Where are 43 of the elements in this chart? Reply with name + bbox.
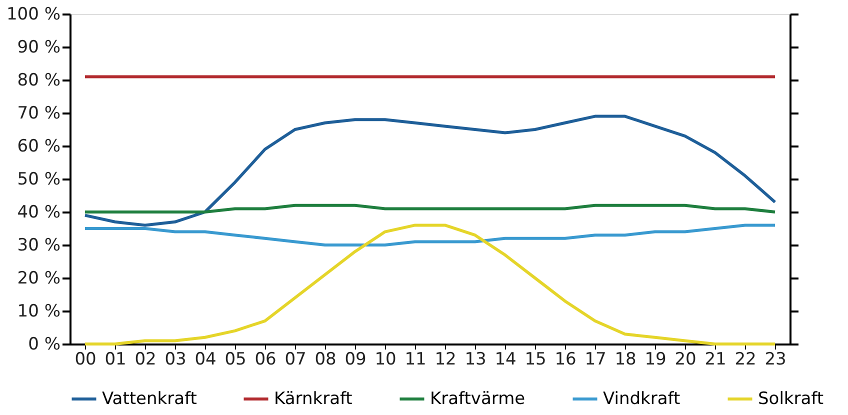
line-series: [84, 114, 776, 227]
line-series: [84, 224, 776, 346]
x-tick-label: 21: [704, 350, 726, 370]
x-tick-label: 16: [554, 350, 576, 370]
x-tick-label: 22: [734, 350, 756, 370]
x-tick-label: 08: [314, 350, 336, 370]
x-tick-label: 15: [524, 350, 546, 370]
x-tick-label: 23: [764, 350, 786, 370]
y-tick-label: 60 %: [17, 136, 60, 156]
x-tick-label: 14: [494, 350, 516, 370]
y-tick-label: 40 %: [17, 202, 60, 222]
x-tick-label: 04: [194, 350, 216, 370]
x-tick-label: 19: [644, 350, 666, 370]
x-tick-label: 06: [254, 350, 276, 370]
y-tick-label: 70 %: [17, 104, 60, 124]
x-tick-label: 18: [614, 350, 636, 370]
legend-label: Vattenkraft: [102, 389, 198, 409]
y-tick-label: 10 %: [17, 302, 60, 322]
y-tick-label: 30 %: [17, 236, 60, 256]
x-tick-label: 02: [134, 350, 156, 370]
x-tick-label: 20: [674, 350, 696, 370]
x-tick-label: 09: [344, 350, 366, 370]
x-tick-label: 01: [104, 350, 126, 370]
y-tick-label: 80 %: [17, 70, 60, 90]
x-tick-label: 12: [434, 350, 456, 370]
x-tick-label: 00: [74, 350, 96, 370]
x-tick-label: 10: [374, 350, 396, 370]
y-tick-label: 50 %: [17, 170, 60, 190]
line-series: [84, 224, 776, 246]
x-tick-label: 03: [164, 350, 186, 370]
legend-label: Solkraft: [758, 389, 824, 409]
x-tick-label: 07: [284, 350, 306, 370]
x-tick-label: 05: [224, 350, 246, 370]
x-tick-label: 11: [404, 350, 426, 370]
x-tick-label: 13: [464, 350, 486, 370]
y-tick-label: 90 %: [17, 38, 60, 58]
y-tick-label: 100 %: [6, 4, 60, 24]
legend-label: Vindkraft: [603, 389, 680, 409]
y-tick-label: 0 %: [28, 334, 60, 354]
y-tick-label: 20 %: [17, 268, 60, 288]
x-tick-label: 17: [584, 350, 606, 370]
legend-label: Kraftvärme: [430, 389, 526, 409]
legend-label: Kärnkraft: [274, 389, 353, 409]
